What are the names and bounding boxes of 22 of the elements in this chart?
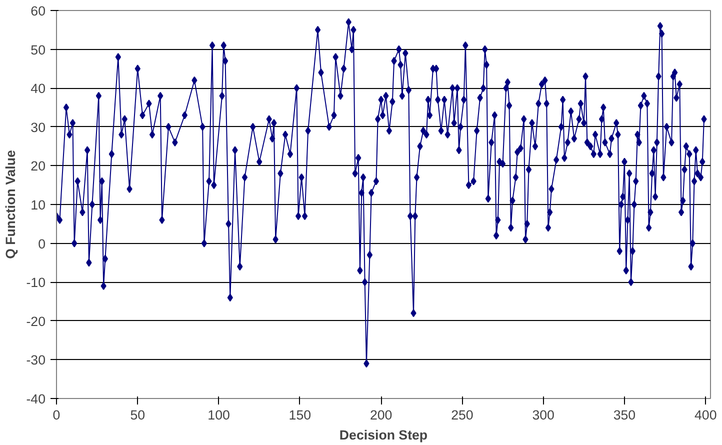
y-tick-label: -30 bbox=[26, 352, 46, 368]
x-tick-label: 100 bbox=[208, 408, 230, 422]
y-tick-label: 30 bbox=[30, 120, 46, 135]
y-tick-label: 50 bbox=[30, 42, 46, 58]
y-tick-label: 20 bbox=[30, 158, 46, 174]
x-tick-label: 300 bbox=[532, 408, 554, 422]
x-tick-label: 150 bbox=[288, 408, 312, 422]
y-tick-label: 40 bbox=[30, 81, 46, 96]
x-tick-label: 250 bbox=[451, 408, 474, 422]
y-axis-title: Q Function Value bbox=[3, 150, 18, 259]
x-tick-label: 200 bbox=[370, 408, 392, 422]
x-tick-label: 0 bbox=[52, 408, 60, 422]
x-axis-title: Decision Step bbox=[339, 428, 428, 442]
y-tick-label: -20 bbox=[26, 314, 46, 329]
y-tick-label: -40 bbox=[26, 392, 46, 406]
y-tick-label: -10 bbox=[26, 275, 46, 290]
y-tick-label: 10 bbox=[30, 198, 46, 212]
x-tick-label: 50 bbox=[130, 408, 146, 422]
y-tick-label: 0 bbox=[38, 236, 46, 252]
x-tick-label: 350 bbox=[613, 408, 636, 422]
y-tick-label: 60 bbox=[30, 4, 46, 18]
x-tick-label: 400 bbox=[694, 408, 717, 422]
